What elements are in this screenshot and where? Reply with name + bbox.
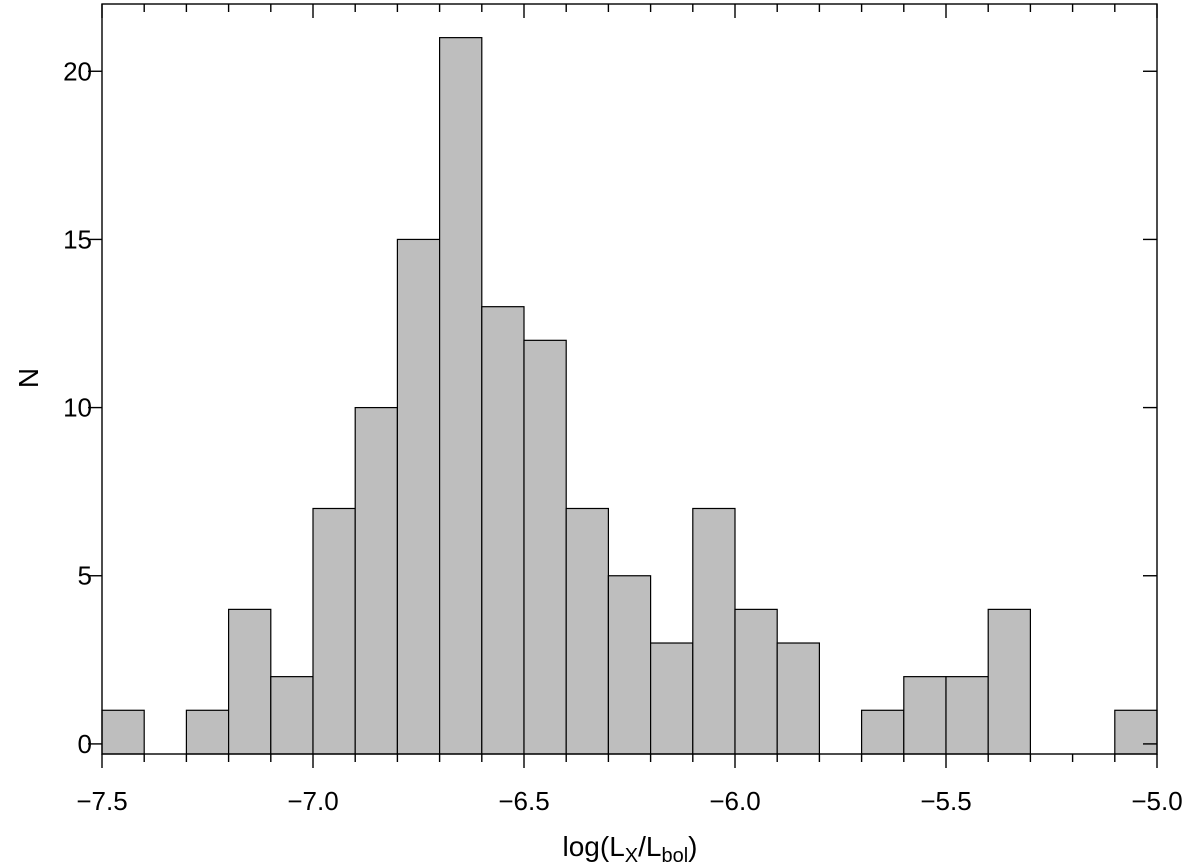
histogram-bar <box>860 709 905 755</box>
histogram-bar <box>1114 709 1158 755</box>
histogram-bar <box>101 709 145 755</box>
histogram-bar <box>565 507 610 755</box>
histogram-bar <box>396 238 441 755</box>
y-axis-label: N <box>13 368 44 388</box>
histogram-bars <box>101 37 1158 755</box>
histogram-bar <box>734 608 778 755</box>
x-axis-label-prefix: log(L <box>563 831 625 862</box>
histogram-bar <box>692 507 736 755</box>
histogram-bar <box>228 608 272 755</box>
x-axis-label-sub-x: X <box>625 845 638 867</box>
x-tick-label: −7.0 <box>287 786 338 816</box>
x-tick-label: −5.5 <box>920 786 971 816</box>
y-tick-label: 15 <box>63 224 92 254</box>
histogram-bar <box>649 642 694 755</box>
histogram-bar <box>776 642 821 755</box>
x-tick-label: −7.5 <box>76 786 127 816</box>
x-tick-labels: −7.5 −7.0 −6.5 −6.0 −5.5 −5.0 <box>76 786 1182 816</box>
x-axis-label-sub-bol: bol <box>661 845 688 867</box>
histogram-bar <box>312 507 356 755</box>
histogram-bar <box>185 709 230 755</box>
y-tick-label: 10 <box>63 393 92 423</box>
plot-frame <box>101 3 1158 755</box>
histogram-bar <box>270 676 314 755</box>
histogram-bar <box>354 406 399 755</box>
y-tick-label: 5 <box>78 561 92 591</box>
histogram-bar <box>481 306 525 755</box>
histogram-bar <box>945 676 989 755</box>
histogram-bar <box>987 608 1032 755</box>
x-axis-label: log(LX/Lbol) <box>563 831 698 867</box>
histogram-bar <box>903 676 947 755</box>
y-tick-labels: 0 5 10 15 20 <box>63 56 92 759</box>
histogram-bar <box>439 37 483 755</box>
x-tick-label: −6.0 <box>709 786 760 816</box>
x-tick-label: −6.5 <box>498 786 549 816</box>
x-axis-label-mid: /L <box>638 831 661 862</box>
x-axis-label-suffix: ) <box>688 831 697 862</box>
histogram-bar <box>523 339 567 755</box>
y-tick-label: 0 <box>78 729 92 759</box>
y-tick-label: 20 <box>63 56 92 86</box>
x-tick-label: −5.0 <box>1131 786 1182 816</box>
histogram-bar <box>607 575 652 755</box>
